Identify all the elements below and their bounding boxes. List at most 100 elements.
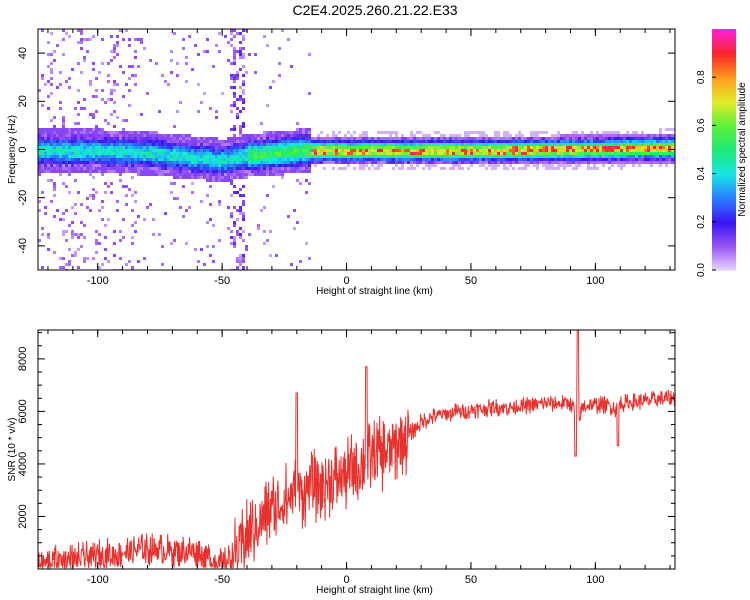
spectrogram-cell bbox=[611, 164, 614, 167]
spectrogram-cell bbox=[641, 134, 644, 137]
spectrogram-cell bbox=[227, 143, 230, 146]
spectrogram-cell bbox=[62, 29, 65, 32]
spectrogram-cell bbox=[557, 149, 560, 152]
spectrogram-cell bbox=[395, 149, 398, 152]
spectrogram-cell bbox=[584, 137, 587, 140]
spectrogram-cell bbox=[98, 167, 101, 170]
spectrogram-cell bbox=[233, 101, 236, 104]
colorbar-cell bbox=[712, 267, 736, 271]
spectrogram-cell bbox=[92, 188, 95, 191]
spectrogram-cell bbox=[71, 161, 74, 164]
colorbar-cell bbox=[712, 125, 736, 129]
colorbar-cell bbox=[712, 87, 736, 90]
spectrogram-cell bbox=[104, 143, 107, 146]
spectrogram-cell bbox=[638, 134, 641, 137]
spectrogram-cell bbox=[212, 155, 215, 158]
spectrogram-cell bbox=[575, 146, 578, 149]
spectrogram-cell bbox=[89, 134, 92, 137]
colorbar-cell bbox=[712, 53, 736, 56]
spectrogram-cell bbox=[65, 167, 68, 170]
spectrogram-cell bbox=[269, 131, 272, 134]
spectrogram-cell bbox=[140, 137, 143, 140]
spectrogram-cell bbox=[629, 137, 632, 140]
spectrogram-cell bbox=[503, 146, 506, 149]
spectrogram-cell bbox=[500, 143, 503, 146]
spectrogram-cell bbox=[302, 134, 305, 137]
spectrogram-cell bbox=[368, 146, 371, 149]
spectrogram-cell bbox=[131, 158, 134, 161]
spectrogram-cell bbox=[197, 110, 200, 113]
spectrogram-cell bbox=[53, 128, 56, 131]
spectrogram-cell bbox=[59, 140, 62, 143]
spectrogram-cell bbox=[590, 152, 593, 155]
spectrogram-cell bbox=[164, 134, 167, 137]
spectrogram-cell bbox=[140, 155, 143, 158]
spectrogram-cell bbox=[446, 149, 449, 152]
spectrogram-cell bbox=[605, 152, 608, 155]
spectrogram-cell bbox=[470, 149, 473, 152]
spectrogram-cell bbox=[311, 161, 314, 164]
spectrogram-cell bbox=[230, 158, 233, 161]
spectrogram-cell bbox=[503, 161, 506, 164]
spectrogram-cell bbox=[284, 134, 287, 137]
spectrogram-cell bbox=[227, 137, 230, 140]
spectrogram-cell bbox=[578, 164, 581, 167]
spectrogram-cell bbox=[158, 158, 161, 161]
spectrogram-cell bbox=[227, 59, 230, 62]
colorbar-cell bbox=[712, 51, 736, 54]
spectrogram-cell bbox=[518, 143, 521, 146]
spectrogram-cell bbox=[245, 155, 248, 158]
spectrogram-cell bbox=[494, 137, 497, 140]
spectrogram-cell bbox=[353, 143, 356, 146]
spectrogram-cell bbox=[407, 158, 410, 161]
spectrogram-cell bbox=[233, 206, 236, 209]
spectrogram-cell bbox=[77, 143, 80, 146]
spectrogram-cell bbox=[86, 131, 89, 134]
spectrogram-cell bbox=[296, 137, 299, 140]
spectrogram-cell bbox=[431, 152, 434, 155]
spectrogram-cell bbox=[41, 137, 44, 140]
spectrogram-cell bbox=[59, 167, 62, 170]
spectrogram-cell bbox=[41, 152, 44, 155]
spectrogram-cell bbox=[353, 131, 356, 134]
spectrogram-cell bbox=[356, 161, 359, 164]
spectrogram-cell bbox=[182, 137, 185, 140]
spectrogram-cell bbox=[644, 134, 647, 137]
spectrogram-cell bbox=[449, 155, 452, 158]
spectrogram-cell bbox=[617, 164, 620, 167]
spectrogram-cell bbox=[551, 140, 554, 143]
spectrogram-cell bbox=[323, 158, 326, 161]
spectrogram-cell bbox=[242, 176, 245, 179]
spectrogram-cell bbox=[47, 80, 50, 83]
spectrogram-cell bbox=[302, 155, 305, 158]
spectrogram-cell bbox=[560, 158, 563, 161]
spectrogram-cell bbox=[194, 164, 197, 167]
spectrogram-cell bbox=[152, 143, 155, 146]
spectrogram-cell bbox=[92, 35, 95, 38]
spectrogram-cell bbox=[494, 149, 497, 152]
spectrogram-cell bbox=[71, 128, 74, 131]
spectrogram-cell bbox=[299, 260, 302, 263]
spectrogram-cell bbox=[131, 167, 134, 170]
spectrogram-cell bbox=[53, 152, 56, 155]
spectrogram-cell bbox=[233, 86, 236, 89]
spectrogram-cell bbox=[68, 263, 71, 266]
spectrogram-cell bbox=[209, 137, 212, 140]
spectrogram-cell bbox=[242, 239, 245, 242]
spectrogram-cell bbox=[212, 143, 215, 146]
spectrogram-cell bbox=[566, 134, 569, 137]
spectrogram-cell bbox=[68, 131, 71, 134]
spectrogram-cell bbox=[599, 134, 602, 137]
spectrogram-cell bbox=[521, 161, 524, 164]
spectrogram-cell bbox=[179, 164, 182, 167]
spectrogram-cell bbox=[485, 161, 488, 164]
spectrogram-cell bbox=[491, 167, 494, 170]
spectrogram-cell bbox=[83, 140, 86, 143]
spectrogram-cell bbox=[194, 149, 197, 152]
spectrogram-cell bbox=[554, 152, 557, 155]
spectrogram-cell bbox=[551, 134, 554, 137]
spectrogram-cell bbox=[614, 131, 617, 134]
spectrogram-cell bbox=[62, 164, 65, 167]
spectrogram-cell bbox=[146, 161, 149, 164]
spectrogram-cell bbox=[404, 137, 407, 140]
